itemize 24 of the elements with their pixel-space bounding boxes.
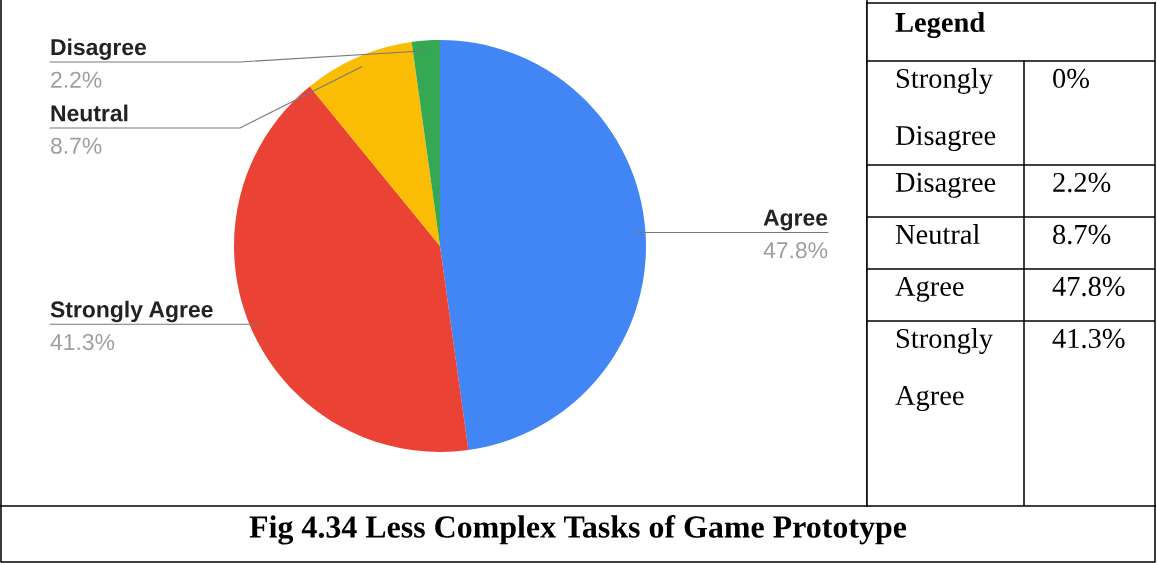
data-label: 2.2%: [51, 71, 102, 88]
category-label: Disagree: [895, 172, 996, 198]
text: 0%: [1053, 68, 1089, 89]
pie-slice: [234, 86, 469, 452]
category-label: Strongly Agree: [895, 328, 993, 411]
pie-slice: [411, 40, 440, 246]
category-label: Strongly Disagree: [895, 68, 996, 151]
slice-label: Strongly Agree: [50, 300, 213, 323]
slice-label: Agree: [763, 209, 828, 231]
text: Legend: [895, 12, 985, 39]
pie-slice: [440, 40, 646, 451]
text: 2.2%: [1053, 172, 1111, 193]
pie-slice: [309, 41, 440, 246]
data-label: 8.7%: [51, 137, 102, 154]
text: 8.7%: [1053, 224, 1111, 245]
slice-label: Neutral: [51, 104, 128, 122]
data-label: 47.8%: [763, 242, 828, 259]
text: Fig 4.34 Less Complex Tasks of Game Prototype: [249, 515, 907, 545]
category-label: Agree: [895, 276, 964, 302]
text: 47.8%: [1052, 276, 1125, 297]
data-label: 41.3%: [50, 333, 115, 351]
text: 41.3%: [1052, 328, 1125, 349]
category-label: Neutral: [895, 224, 980, 245]
slice-label: Disagree: [51, 38, 147, 60]
